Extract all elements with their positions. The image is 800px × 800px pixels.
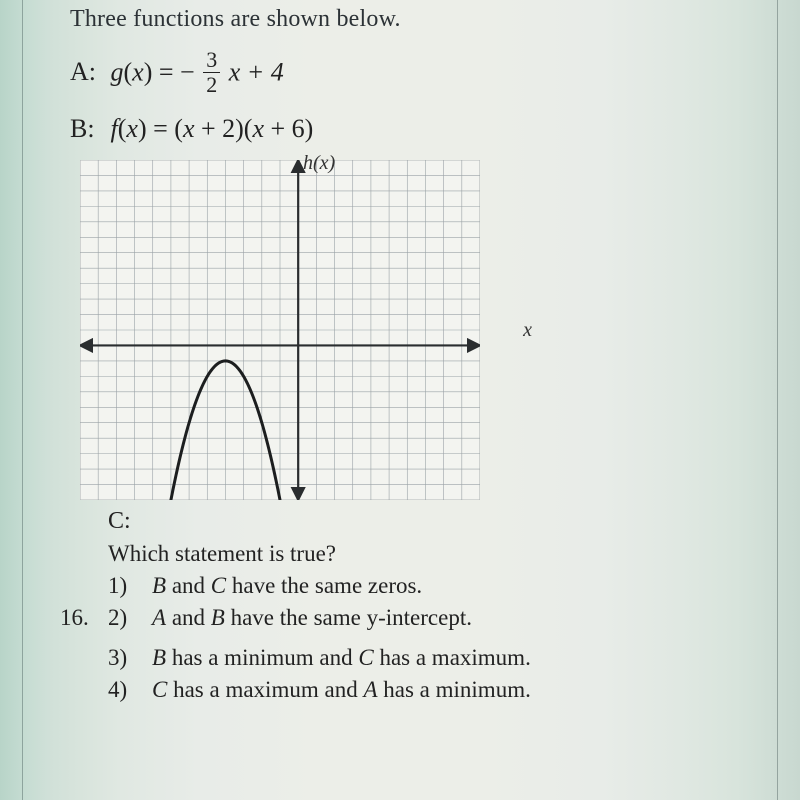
eq-B-label: B: <box>70 108 104 150</box>
eq-B-func: f <box>111 114 118 143</box>
choice-number: 3) <box>108 645 152 671</box>
hx-axis-label: h(x) <box>303 152 335 175</box>
graph-wrapper: h(x) x <box>80 160 510 500</box>
choices-list: 1) B and C have the same zeros. 16. 2) A… <box>108 573 745 703</box>
eq-A-fraction: 3 2 <box>203 49 220 96</box>
graph-svg <box>80 160 480 500</box>
eq-A-var: x <box>132 57 144 86</box>
eq-A-tail: x + 4 <box>229 57 284 86</box>
choice-number: 4) <box>108 677 152 703</box>
page-rule-right <box>777 0 778 800</box>
equation-A: A: g(x) = − 3 2 x + 4 <box>70 51 745 98</box>
C-label: C: <box>108 508 745 535</box>
choice-text: A and B have the same y-intercept. <box>152 605 472 631</box>
eq-A-frac-num: 3 <box>203 49 220 73</box>
choice-text: B and C have the same zeros. <box>152 573 422 599</box>
eq-A-frac-den: 2 <box>203 73 220 96</box>
eq-A-func: g <box>111 57 124 86</box>
choice-text: B has a minimum and C has a maximum. <box>152 645 531 671</box>
choice-text: C has a maximum and A has a minimum. <box>152 677 531 703</box>
choice-row: 4) C has a maximum and A has a minimum. <box>108 677 745 703</box>
choice-row: 1) B and C have the same zeros. <box>108 573 745 599</box>
prompt-text: Three functions are shown below. <box>70 6 745 33</box>
x-axis-label: x <box>523 319 532 342</box>
page-content: Three functions are shown below. A: g(x)… <box>70 6 745 790</box>
equation-B: B: f(x) = (x + 2)(x + 6) <box>70 108 745 150</box>
choice-row: 16. 2) A and B have the same y-intercept… <box>108 605 745 631</box>
eq-A-label: A: <box>70 51 104 93</box>
page-rule-left <box>22 0 23 800</box>
problem-number: 16. <box>60 605 89 631</box>
choice-number: 1) <box>108 573 152 599</box>
question-text: Which statement is true? <box>108 541 745 567</box>
choice-number: 2) <box>108 605 152 631</box>
choice-row: 3) B has a minimum and C has a maximum. <box>108 645 745 671</box>
eq-A-minus: − <box>180 57 195 86</box>
